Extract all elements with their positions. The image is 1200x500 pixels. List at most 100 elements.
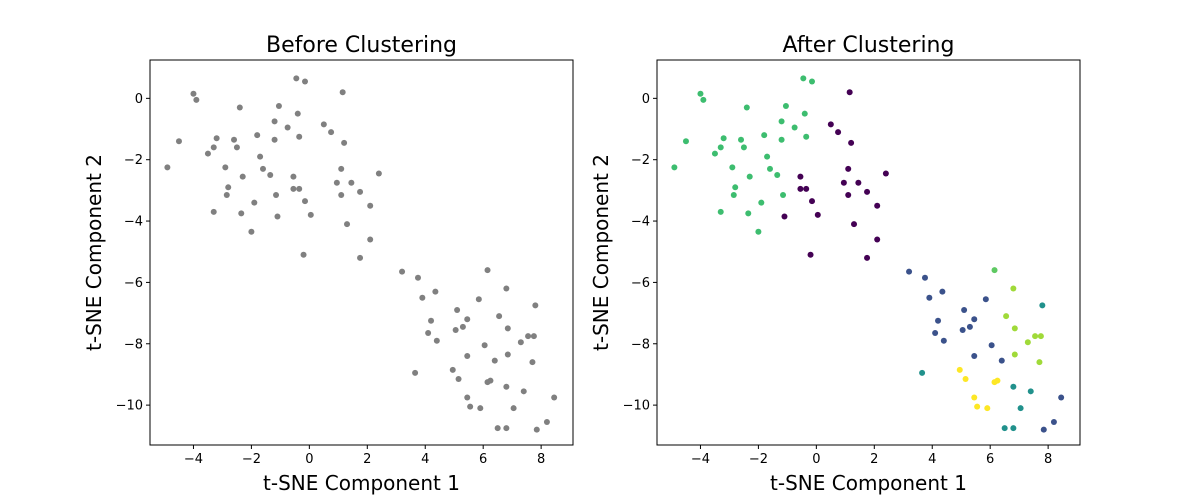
data-point	[797, 173, 804, 180]
data-point	[1010, 285, 1017, 292]
x-tick-label: −2	[749, 452, 768, 467]
y-axis-label: t-SNE Component 2	[589, 154, 613, 351]
data-point	[746, 173, 753, 180]
data-point	[504, 325, 511, 332]
data-point	[720, 135, 727, 142]
data-point	[307, 211, 314, 218]
data-point	[803, 185, 810, 192]
data-point	[213, 135, 220, 142]
data-point	[874, 236, 881, 243]
axis-ticks: −4 −2 0 2 4 6 8 0 −2 −4 −6 −8 −10	[116, 92, 546, 467]
data-point	[367, 202, 374, 209]
data-point	[254, 132, 261, 139]
data-point	[827, 121, 834, 128]
data-point	[778, 136, 785, 143]
data-point	[449, 366, 456, 373]
data-point	[1050, 418, 1057, 425]
data-point	[248, 228, 255, 235]
data-point	[835, 129, 842, 136]
data-point	[855, 179, 862, 186]
data-point	[782, 103, 789, 110]
data-point	[797, 185, 804, 192]
data-point	[766, 165, 773, 172]
data-point	[1010, 425, 1017, 432]
data-point	[1036, 359, 1043, 366]
data-point	[296, 185, 303, 192]
data-point	[477, 405, 484, 412]
data-point	[464, 316, 471, 323]
data-point	[864, 188, 871, 195]
data-point	[940, 337, 947, 344]
data-point	[239, 173, 246, 180]
data-point	[274, 213, 281, 220]
data-point	[357, 188, 364, 195]
data-point	[273, 191, 280, 198]
data-point	[998, 357, 1005, 364]
data-point	[454, 307, 461, 314]
data-point	[1037, 333, 1044, 340]
data-point	[338, 165, 345, 172]
data-point	[339, 89, 346, 96]
data-point	[740, 144, 747, 151]
data-point	[290, 173, 297, 180]
x-tick-label: 0	[812, 452, 820, 467]
data-point	[357, 254, 364, 261]
data-point	[475, 296, 482, 303]
data-point	[711, 150, 718, 157]
data-point	[961, 307, 968, 314]
data-point	[533, 426, 540, 433]
data-point	[764, 153, 771, 160]
data-point	[1017, 405, 1024, 412]
data-point	[414, 274, 421, 281]
data-point	[845, 165, 852, 172]
data-point	[236, 104, 243, 111]
data-point	[1001, 425, 1008, 432]
data-point	[543, 418, 550, 425]
data-point	[840, 179, 847, 186]
data-point	[222, 164, 229, 171]
data-point	[225, 184, 232, 191]
data-point	[464, 353, 471, 360]
data-point	[994, 377, 1001, 384]
data-point	[991, 267, 998, 274]
data-point	[959, 326, 966, 333]
data-point	[801, 110, 808, 117]
x-axis-label: t-SNE Component 1	[263, 471, 460, 495]
data-point	[320, 121, 327, 128]
data-point	[729, 164, 736, 171]
data-point	[494, 425, 501, 432]
data-point	[971, 353, 978, 360]
x-tick-label: 0	[305, 452, 313, 467]
data-point	[974, 403, 981, 410]
plot-frame	[656, 59, 1081, 446]
data-point	[504, 351, 511, 358]
axis-ticks: −4 −2 0 2 4 6 8 0 −2 −4 −6 −8 −10	[623, 92, 1053, 467]
data-point	[700, 96, 707, 103]
data-point	[293, 75, 300, 82]
data-point	[302, 198, 309, 205]
data-point	[982, 296, 989, 303]
data-point	[845, 191, 852, 198]
x-tick-label: 6	[479, 452, 487, 467]
data-point	[848, 139, 855, 146]
data-point	[367, 236, 374, 243]
x-tick-label: −4	[184, 452, 203, 467]
data-point	[971, 316, 978, 323]
data-point	[758, 199, 765, 206]
y-tick-label: −4	[124, 215, 143, 230]
data-point	[1040, 426, 1047, 433]
data-point	[738, 136, 745, 143]
data-point	[971, 394, 978, 401]
data-point	[732, 184, 739, 191]
data-point	[778, 118, 785, 125]
data-point	[809, 78, 816, 85]
y-tick-label: −10	[116, 399, 143, 414]
data-point	[532, 302, 539, 309]
data-point	[190, 90, 197, 97]
data-point	[1032, 333, 1039, 340]
data-point	[807, 251, 814, 258]
data-point	[210, 208, 217, 215]
data-point	[864, 254, 871, 261]
data-point	[809, 198, 816, 205]
data-point	[503, 425, 510, 432]
